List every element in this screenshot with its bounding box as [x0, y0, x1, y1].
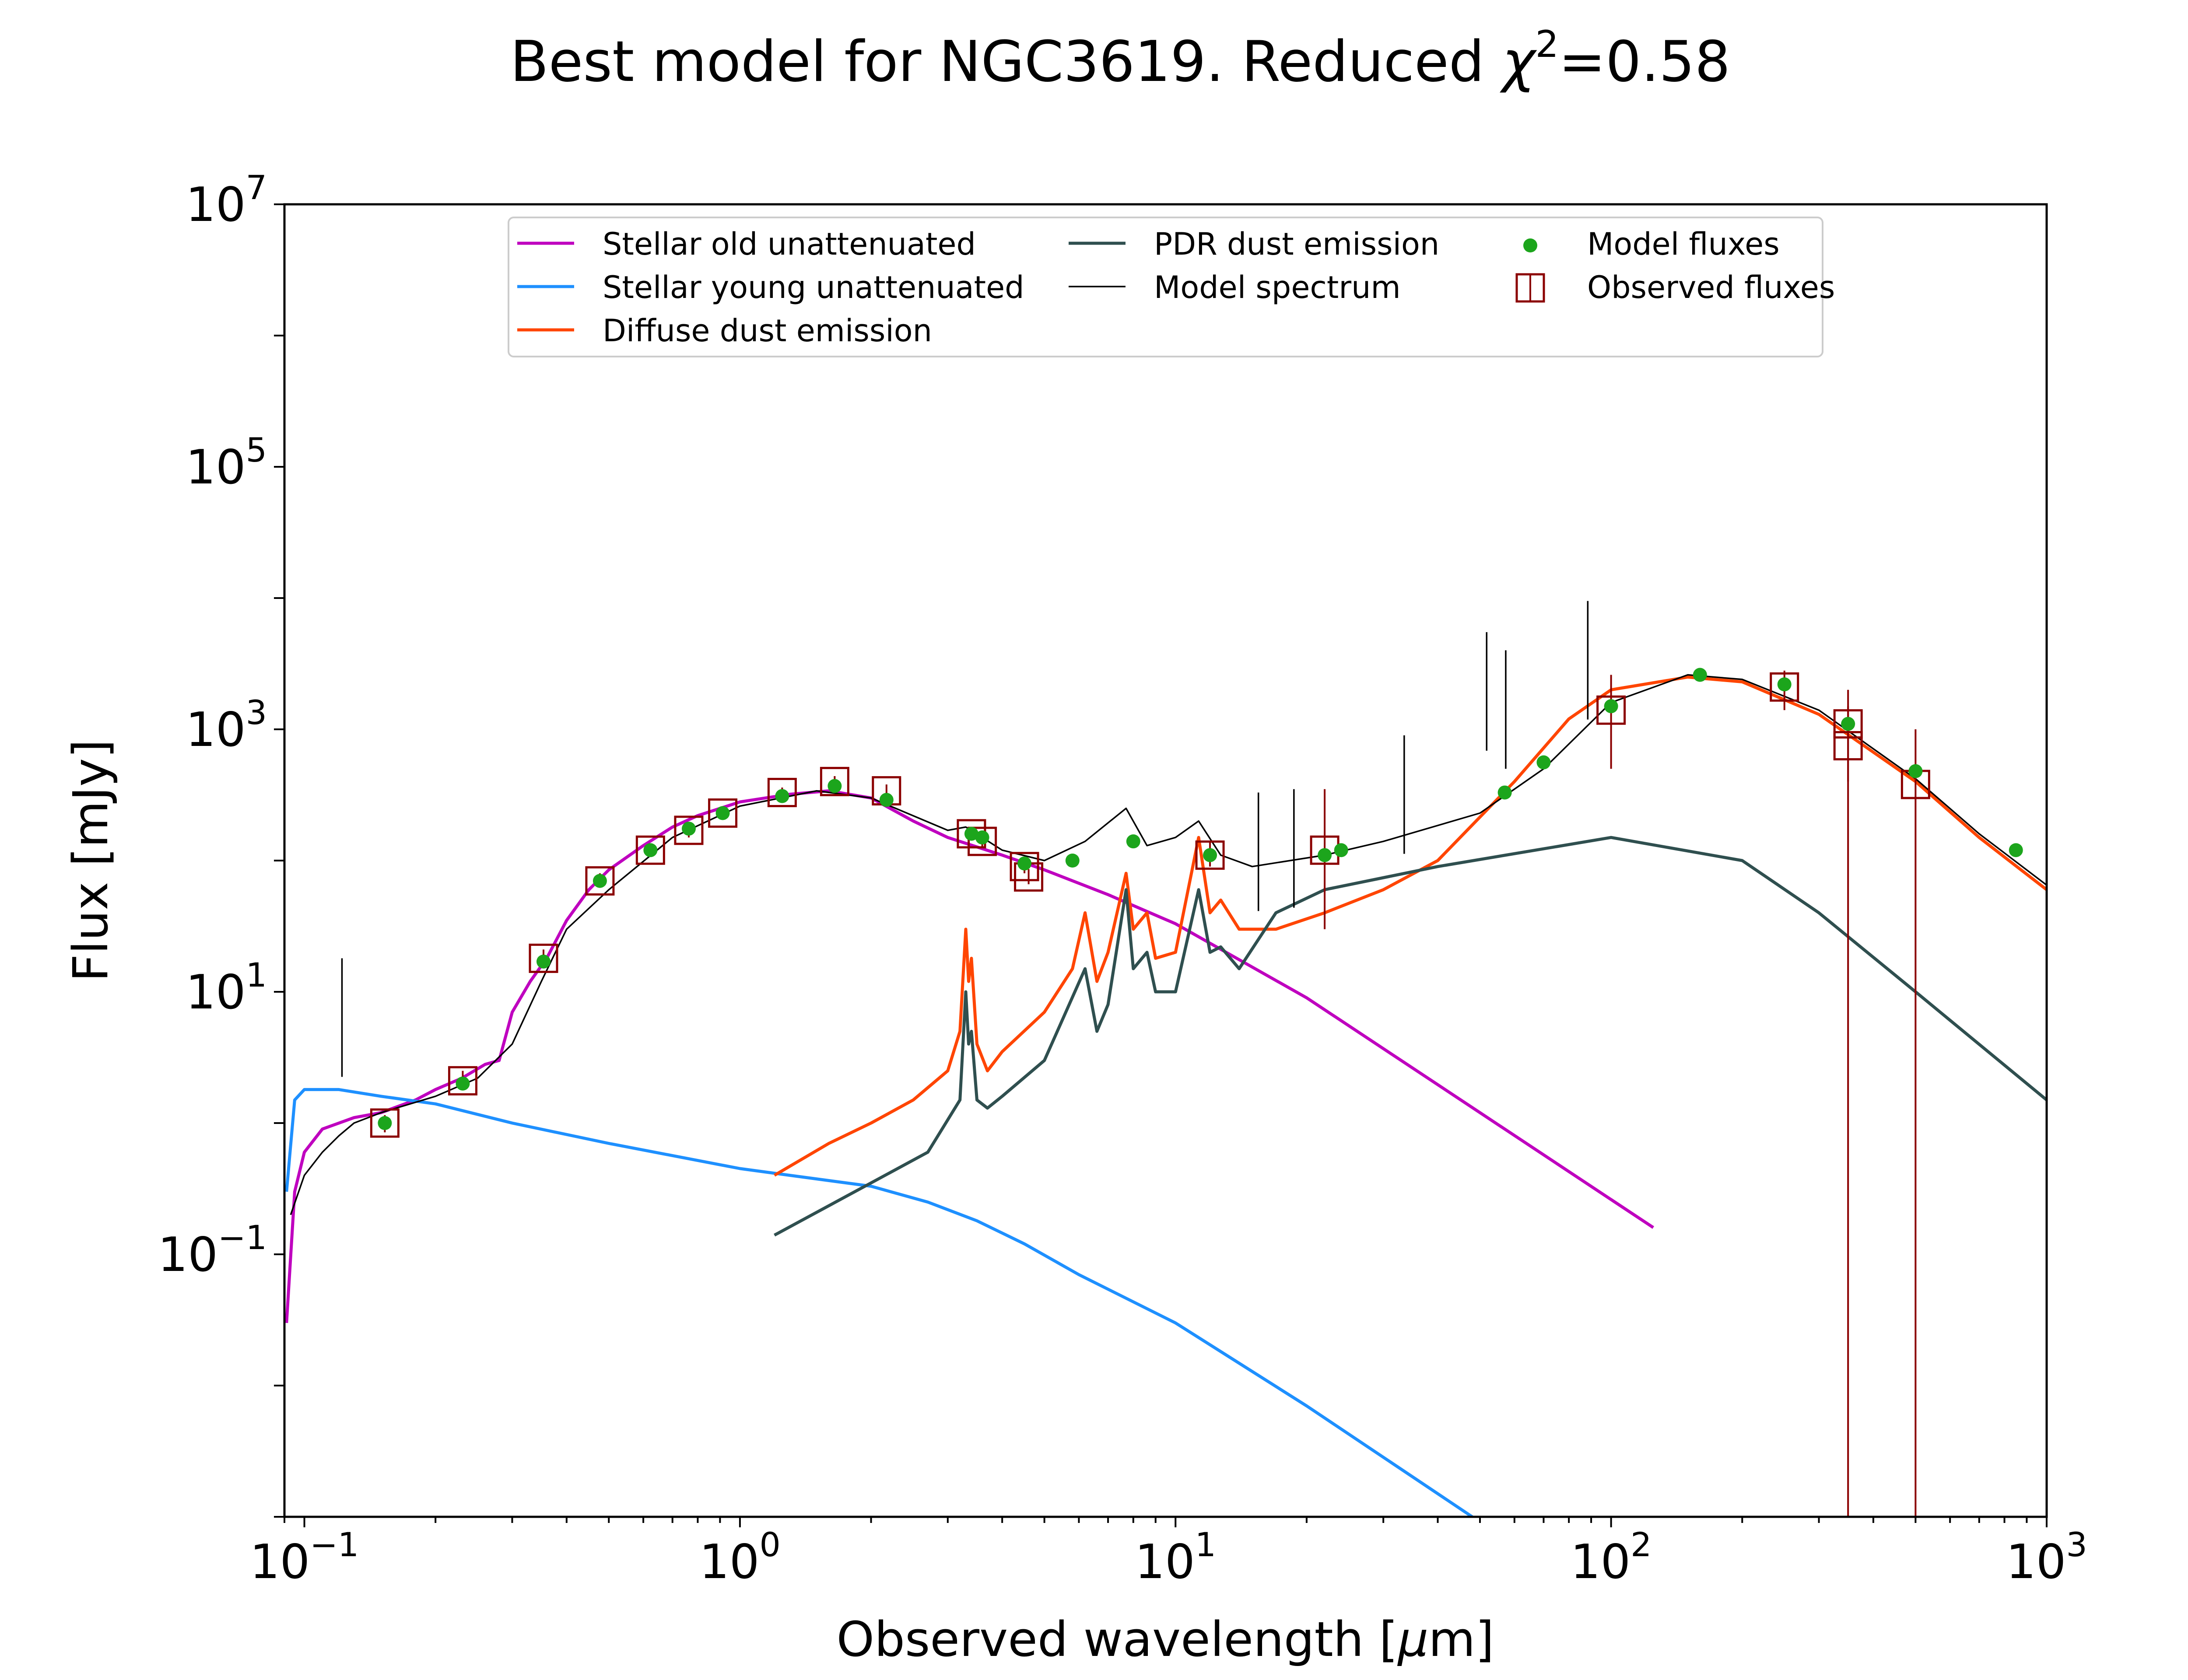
model-flux-point [378, 1116, 392, 1130]
observed-flux-point [1770, 672, 1799, 702]
observed-flux-point [448, 1066, 477, 1096]
model-flux-point [536, 954, 551, 969]
model-flux-point [715, 806, 730, 820]
series-line-stellar-young-unattenuated [285, 1088, 1473, 1517]
y-tick-label: 103 [186, 693, 267, 757]
legend: Stellar old unattenuated Stellar young un… [508, 217, 1835, 357]
legend-handle-model-fluxes [1523, 238, 1537, 252]
observed-flux-point [708, 798, 738, 828]
model-flux-point [1318, 848, 1332, 862]
x-tick-label: 10−1 [250, 1525, 359, 1589]
model-flux-point [879, 793, 894, 807]
y-tick-label: 107 [186, 168, 267, 232]
model-flux-point [681, 822, 696, 836]
legend-label: Stellar old unattenuated [603, 226, 976, 262]
observed-flux-point [1833, 731, 1863, 760]
x-axis-label: Observed wavelength [μm] [837, 1611, 1494, 1667]
observed-flux-point [635, 835, 665, 865]
model-flux-point [1126, 834, 1140, 849]
model-flux-point [828, 779, 842, 793]
model-flux-point [1536, 755, 1551, 770]
observed-flux-point [968, 826, 997, 856]
observed-flux-point [674, 816, 704, 845]
axes: 10−1 100 101 102 103 10−1 101 103 105 107 [158, 168, 2087, 1589]
observed-flux-point [767, 777, 797, 807]
model-flux-point [456, 1076, 470, 1091]
model-flux-point [975, 830, 989, 845]
model-flux-point [643, 843, 658, 858]
series-line-model-spectrum [290, 674, 2047, 1215]
model-flux-point [1604, 699, 1618, 714]
x-tick-label: 102 [1571, 1525, 1652, 1589]
model-flux-point [1065, 854, 1080, 868]
observed-flux-point [1010, 852, 1039, 882]
model-flux-point [1693, 668, 1707, 682]
observed-flux-point [820, 766, 849, 796]
model-flux-point [1908, 764, 1923, 778]
x-tick-label: 101 [1135, 1525, 1216, 1589]
model-flux-point [1841, 717, 1855, 731]
observed-flux-point [1195, 840, 1225, 870]
observed-flux-point [1596, 695, 1626, 725]
x-tick-label: 103 [2006, 1525, 2087, 1589]
legend-label: Diffuse dust emission [603, 313, 932, 349]
series-line-pdr-dust-emission [774, 836, 2047, 1237]
observed-flux-point [529, 943, 558, 973]
model-flux-point [775, 789, 789, 803]
observed-flux-point [370, 1108, 400, 1138]
model-flux-point [1777, 677, 1792, 692]
y-tick-label: 101 [186, 956, 267, 1020]
model-flux-point [1497, 785, 1512, 800]
legend-label: PDR dust emission [1154, 226, 1439, 262]
x-tick-label: 100 [699, 1525, 781, 1589]
model-flux-point [1203, 848, 1217, 862]
y-tick-label: 10−1 [158, 1218, 267, 1282]
model-flux-point [1017, 856, 1032, 871]
plot-area [285, 601, 2047, 1517]
chart-title: Best model for NGC3619. Reduced χ2=0.58 [510, 23, 1730, 94]
model-flux-point [593, 874, 607, 888]
legend-label: Model spectrum [1154, 270, 1401, 305]
model-flux-point [2009, 843, 2023, 858]
legend-box [508, 217, 1823, 357]
y-tick-label: 105 [186, 430, 267, 495]
model-flux-point [964, 826, 978, 841]
legend-label: Stellar young unattenuated [603, 270, 1024, 305]
observed-flux-point [585, 866, 615, 896]
legend-label: Observed fluxes [1587, 270, 1835, 305]
y-axis-label: Flux [mJy] [63, 739, 119, 982]
legend-label: Model fluxes [1587, 226, 1780, 262]
model-flux-point [1334, 843, 1348, 858]
